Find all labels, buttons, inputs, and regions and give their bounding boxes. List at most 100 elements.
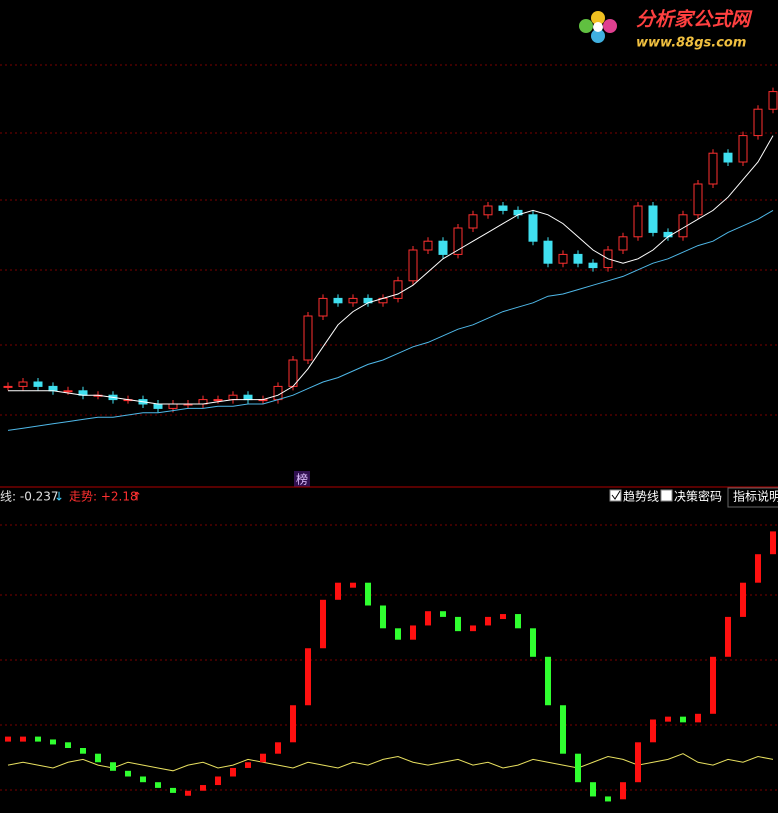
line-series: [7, 209, 774, 431]
checkbox-label[interactable]: 趋势线: [623, 490, 659, 504]
watermark-url: www.88gs.com: [636, 36, 746, 51]
checkbox-label[interactable]: 决策密码: [674, 489, 722, 504]
candle: [648, 205, 658, 233]
candle: [393, 280, 403, 299]
trend-bar: [560, 705, 566, 754]
trend-bar: [470, 625, 476, 632]
candle: [693, 183, 703, 216]
trend-bar: [65, 742, 71, 748]
candle: [228, 394, 238, 401]
trend-bar: [485, 616, 491, 626]
candle: [3, 385, 13, 388]
trend-bar: [275, 742, 281, 754]
candle: [708, 152, 718, 185]
trend-bar: [500, 614, 506, 620]
trend-bar: [740, 582, 746, 617]
trend-bar: [335, 582, 341, 600]
trend-bar: [410, 625, 416, 640]
logo: [579, 11, 617, 43]
marker: 榜: [296, 472, 308, 487]
line-arrow: ↓: [54, 490, 64, 504]
candle: [633, 205, 643, 238]
watermark-title: 分析家公式网: [636, 9, 753, 31]
trend-bar: [545, 656, 551, 706]
trend-bar: [395, 628, 401, 640]
trend-bar: [200, 785, 206, 791]
trend-bar: [5, 736, 11, 742]
trend-arrow: ↑: [132, 490, 142, 504]
help-button[interactable]: [727, 487, 778, 508]
candle: [543, 240, 553, 264]
candle: [213, 399, 223, 402]
trend-bar: [635, 742, 641, 783]
checkmark: [611, 490, 621, 500]
trend-bar: [35, 736, 41, 742]
candle: [303, 315, 313, 361]
trend-bar: [155, 782, 161, 788]
trend-bar: [530, 628, 536, 657]
trend-bar: [425, 611, 431, 626]
candle: [348, 297, 358, 304]
candle: [498, 205, 508, 211]
trend-bar: [305, 648, 311, 706]
trend-bar: [680, 716, 686, 723]
trend-bar: [20, 736, 26, 742]
candle: [588, 262, 598, 269]
line-series: [8, 135, 774, 405]
trend-bar: [620, 782, 626, 800]
trend-bar: [695, 713, 701, 723]
trend-bar: [140, 776, 146, 783]
trend-bar: [770, 531, 776, 555]
help-label[interactable]: 指标说明: [733, 489, 778, 504]
trend-bar: [245, 762, 251, 768]
trend-bar: [515, 614, 521, 629]
candle: [438, 240, 448, 255]
candle: [723, 152, 733, 163]
candle: [468, 214, 478, 229]
trend-bar: [590, 782, 596, 797]
candle: [243, 394, 253, 401]
trend-bar: [290, 705, 296, 743]
trend-bar: [110, 762, 116, 771]
candle: [753, 108, 763, 137]
candle: [18, 381, 28, 387]
trend-label: 走势: +2.18: [69, 490, 138, 504]
candle: [153, 403, 163, 409]
line-series: [7, 753, 774, 772]
candle: [528, 214, 538, 242]
candle: [453, 227, 463, 255]
candle: [573, 253, 583, 264]
candle: [483, 205, 493, 216]
trend-bar: [455, 616, 461, 632]
trend-bar: [380, 605, 386, 629]
trend-bar: [185, 790, 191, 796]
trend-bar: [575, 753, 581, 783]
line-label: 线: -0.237: [0, 490, 59, 504]
trend-bar: [755, 554, 761, 583]
trend-bar: [95, 753, 101, 763]
checkbox[interactable]: [660, 489, 673, 502]
candle: [618, 236, 628, 251]
trend-bar: [650, 719, 656, 743]
trend-bar: [365, 582, 371, 606]
candle: [558, 253, 568, 264]
candle: [318, 297, 328, 317]
trend-bar: [350, 582, 356, 588]
candle: [408, 249, 418, 282]
candle: [48, 385, 58, 392]
candle: [168, 403, 178, 409]
trend-bar: [50, 739, 56, 745]
trend-bar: [260, 753, 266, 763]
trend-bar: [125, 770, 131, 777]
trend-bar: [440, 611, 446, 617]
trend-bar: [665, 716, 671, 722]
candle: [33, 381, 43, 387]
candle: [423, 240, 433, 251]
trend-bar: [170, 787, 176, 793]
checkbox[interactable]: [609, 489, 622, 502]
trend-bar: [710, 656, 716, 714]
trend-bar: [725, 616, 731, 657]
